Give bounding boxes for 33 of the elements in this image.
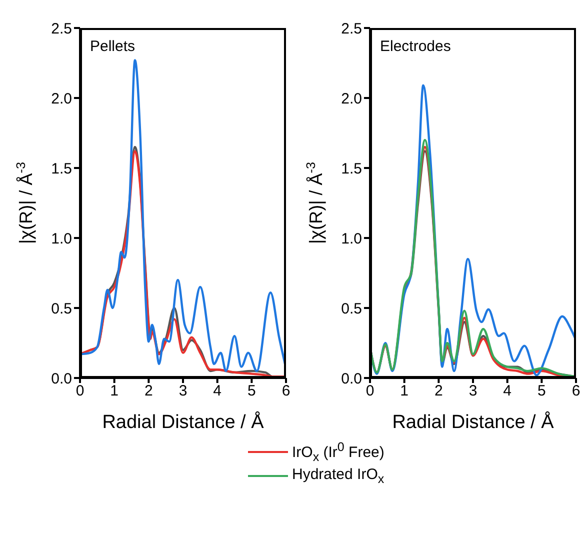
y-tick-label: 1.0 bbox=[51, 230, 72, 248]
x-axis-title: Radial Distance / Å bbox=[392, 411, 554, 433]
x-tick-label: 6 bbox=[572, 382, 580, 400]
legend-label: Hydrated IrO$_{x}$ bbox=[292, 466, 384, 486]
x-tick-label: 4 bbox=[503, 382, 512, 400]
text: Electrodes bbox=[380, 38, 451, 55]
y-tick-label: 2.5 bbox=[51, 20, 72, 38]
x-tick-label: 1 bbox=[400, 382, 409, 400]
x-tick-label: 6 bbox=[282, 382, 290, 400]
x-tick-label: 3 bbox=[468, 382, 478, 400]
x-tick-label: 2 bbox=[144, 382, 153, 400]
y-tick-label: 0.5 bbox=[51, 300, 72, 318]
x-tick-label: 3 bbox=[178, 382, 188, 400]
x-tick-label: 0 bbox=[366, 382, 374, 400]
y-tick-label: 0.0 bbox=[341, 370, 362, 388]
x-tick-label: 5 bbox=[537, 382, 546, 400]
y-tick-label: 0.5 bbox=[341, 300, 362, 318]
x-tick-label: 2 bbox=[434, 382, 443, 400]
y-tick-label: 2.5 bbox=[341, 20, 362, 38]
x-axis-title: Radial Distance / Å bbox=[102, 411, 264, 433]
y-tick-label: 2.0 bbox=[51, 90, 72, 108]
line-series bbox=[370, 84, 576, 376]
legend-label: IrO$_{x}$ (Ir$^{0}$ Free) bbox=[292, 440, 384, 464]
y-tick-label: 1.5 bbox=[341, 160, 362, 178]
x-tick-label: 0 bbox=[76, 382, 84, 400]
x-tick-label: 5 bbox=[247, 382, 256, 400]
x-tick-label: 4 bbox=[213, 382, 222, 400]
y-tick-label: 2.0 bbox=[341, 90, 362, 108]
y-tick-label: 1.5 bbox=[51, 160, 72, 178]
text: Pellets bbox=[90, 38, 136, 55]
x-tick-label: 1 bbox=[110, 382, 119, 400]
y-tick-label: 1.0 bbox=[341, 230, 362, 248]
y-tick-label: 0.0 bbox=[51, 370, 72, 388]
